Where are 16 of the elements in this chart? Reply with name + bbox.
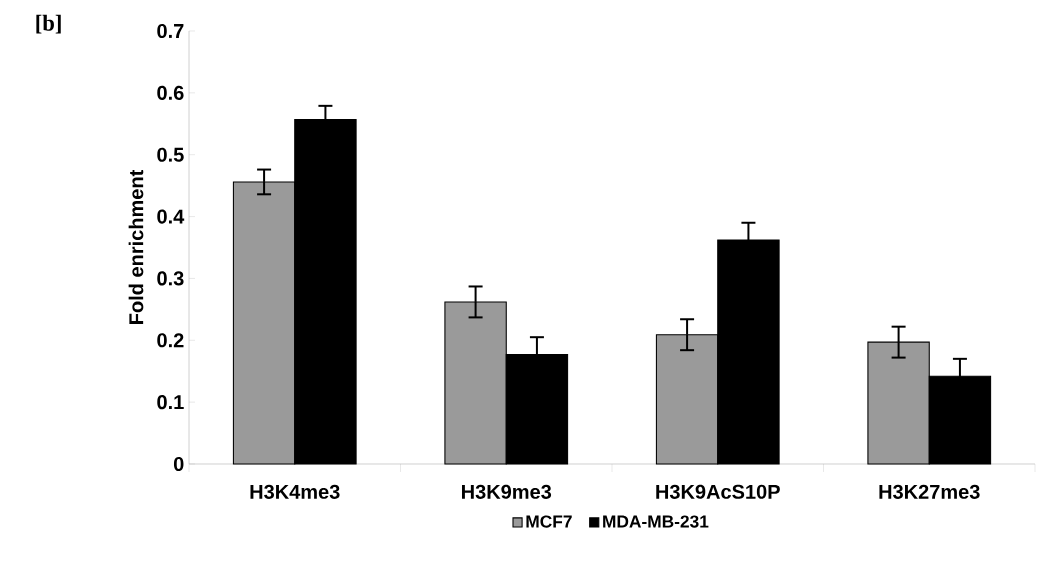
y-tick-label: 0.4	[157, 209, 185, 224]
x-tick-label: H3K4me3	[250, 484, 340, 499]
x-tick-label: H3K27me3	[879, 484, 980, 499]
y-tick-label: 0.2	[157, 333, 184, 348]
legend-label: MDA-MB-231	[603, 515, 709, 528]
y-tick-label: 0.1	[157, 395, 184, 410]
y-tick-label: 0	[173, 456, 184, 472]
y-tick-label: 0.7	[157, 23, 184, 39]
legend-label: MCF7	[526, 515, 572, 528]
chart-title: [b]	[36, 14, 61, 34]
y-tick-label: 0.5	[157, 147, 184, 162]
y-tick-label: 0.6	[157, 85, 184, 100]
y-tick-label: 0.3	[157, 271, 184, 286]
x-tick-label: H3K9me3	[462, 484, 552, 499]
x-tick-label: H3K9AcS10P	[656, 484, 780, 499]
y-axis-title: Fold enrichment	[128, 169, 144, 324]
